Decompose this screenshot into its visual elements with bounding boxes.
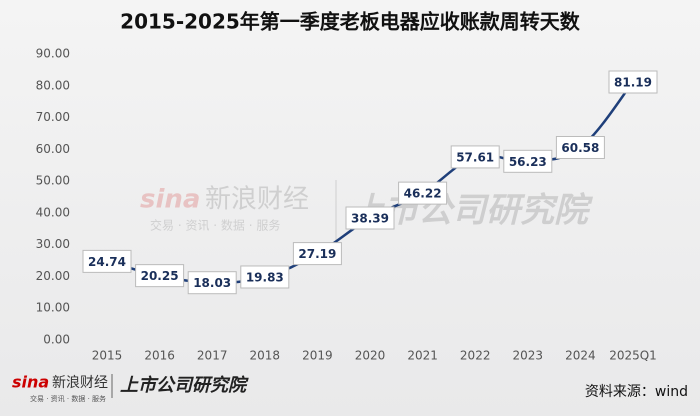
value-label: 20.25 [141, 269, 179, 283]
value-label-box [555, 135, 605, 159]
source-note: 资料来源：wind [585, 384, 688, 400]
value-label-box [240, 265, 290, 289]
y-tick-label: 20.00 [36, 269, 70, 283]
x-tick-label: 2025Q1 [609, 349, 657, 363]
value-label: 19.83 [246, 270, 284, 284]
watermark-logo: sina [140, 185, 200, 215]
y-tick-label: 0.00 [43, 333, 70, 347]
value-label: 81.19 [614, 75, 652, 89]
y-tick-label: 10.00 [36, 301, 70, 315]
y-tick-label: 90.00 [36, 47, 70, 61]
footer-sina-sub: 交易 · 资讯 · 数据 · 服务 [30, 394, 106, 403]
watermark-sina: 新浪财经 [205, 185, 309, 215]
value-label-box [135, 264, 185, 288]
x-tick-label: 2022 [460, 349, 491, 363]
y-tick-label: 50.00 [36, 174, 70, 188]
value-label: 18.03 [193, 276, 231, 290]
value-label-box [345, 206, 395, 230]
value-label-box [82, 249, 132, 273]
footer-sina: 新浪财经 [52, 375, 108, 391]
value-label-box [187, 271, 237, 295]
value-label-box [292, 242, 342, 266]
x-tick-label: 2018 [250, 349, 281, 363]
value-label: 56.23 [509, 155, 547, 169]
x-tick-label: 2020 [355, 349, 386, 363]
y-tick-label: 30.00 [36, 237, 70, 251]
footer-institute: 上市公司研究院 [120, 375, 249, 396]
y-tick-label: 40.00 [36, 205, 70, 219]
value-label-box [398, 181, 448, 205]
y-tick-label: 80.00 [36, 78, 70, 92]
x-tick-label: 2023 [513, 349, 544, 363]
value-label: 46.22 [404, 187, 442, 201]
value-label-box [450, 145, 500, 169]
value-label-box [503, 149, 553, 173]
value-label-box [608, 70, 658, 94]
watermark-sina-sub: 交易 · 资讯 · 数据 · 服务 [150, 218, 280, 233]
x-tick-label: 2017 [197, 349, 228, 363]
y-tick-label: 60.00 [36, 142, 70, 156]
x-tick-label: 2019 [302, 349, 333, 363]
x-tick-label: 2016 [144, 349, 175, 363]
value-label: 57.61 [456, 150, 494, 164]
value-label: 27.19 [298, 247, 336, 261]
footer-logo: sina [12, 373, 49, 392]
value-label: 60.58 [561, 141, 599, 155]
x-tick-label: 2015 [92, 349, 123, 363]
x-tick-label: 2024 [565, 349, 596, 363]
x-tick-label: 2021 [407, 349, 438, 363]
value-label: 24.74 [88, 255, 126, 269]
chart-title: 2015-2025年第一季度老板电器应收账款周转天数 [120, 10, 581, 34]
value-label: 38.39 [351, 212, 389, 226]
y-tick-label: 70.00 [36, 110, 70, 124]
